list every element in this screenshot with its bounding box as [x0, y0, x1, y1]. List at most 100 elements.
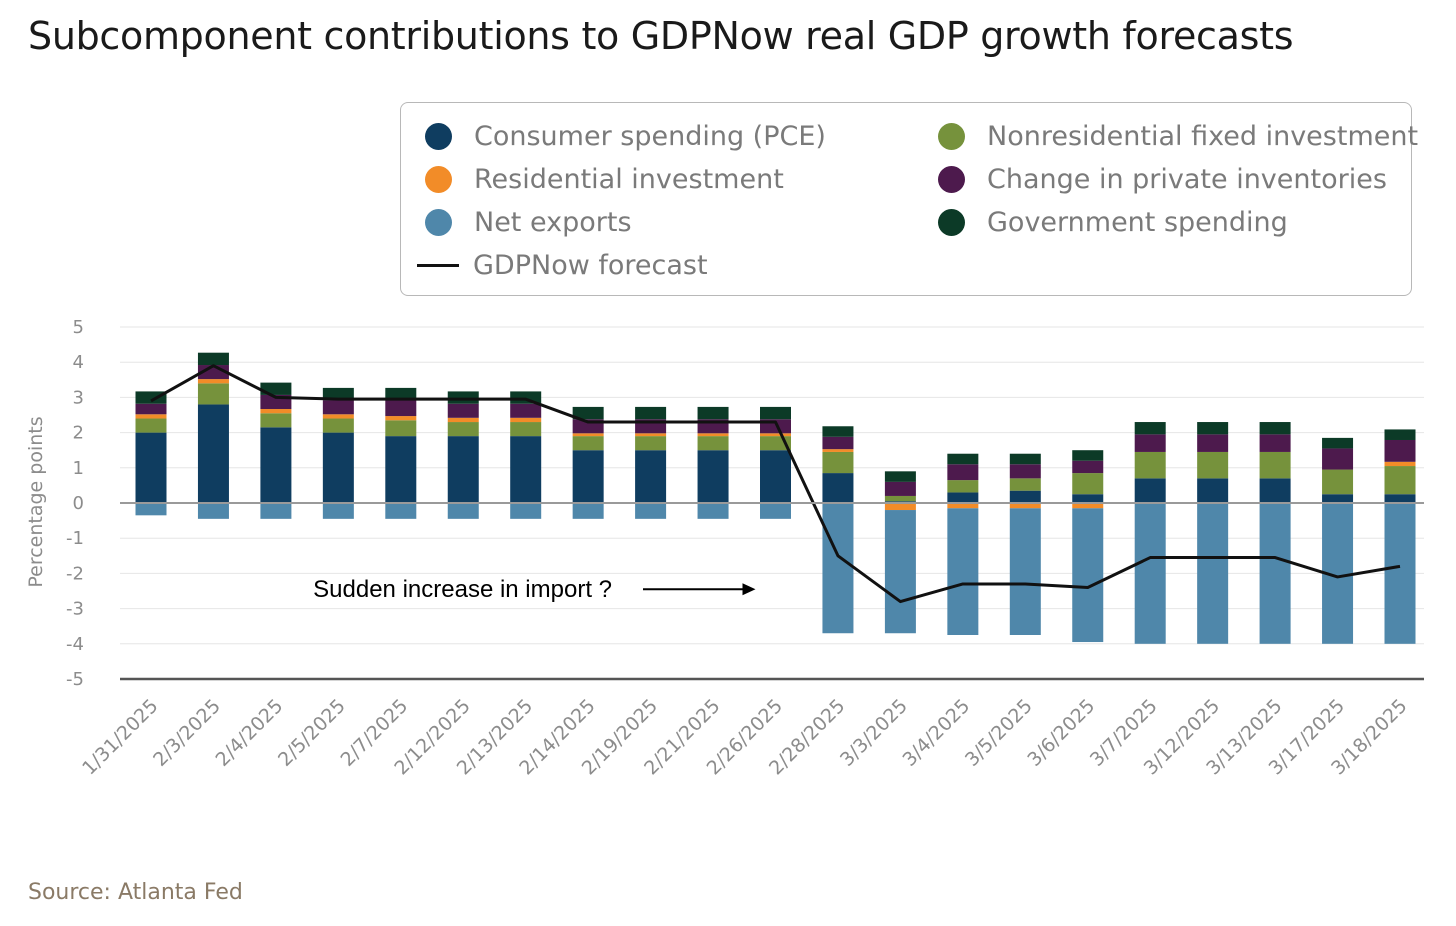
bar-segment-consumer-spending-pce: [510, 436, 542, 503]
bar-segment-government-spending: [884, 471, 916, 482]
bar-segment-government-spending: [1322, 437, 1354, 449]
bar-segment-residential-investment: [1384, 461, 1416, 467]
y-tick-labels: 5 4 3 2 1 0 -1 -2 -3 -4 -5: [66, 317, 84, 690]
bar-segment-nonresidential-fixed-investment: [322, 418, 354, 433]
legend-item-gdpnow: GDPNow forecast: [417, 250, 708, 281]
bar-segment-net-exports: [947, 508, 979, 635]
bar-segment-residential-investment: [947, 503, 979, 509]
bar-segment-net-exports: [260, 503, 292, 519]
bar-segment-government-spending: [135, 391, 167, 404]
bar-segment-consumer-spending-pce: [760, 450, 791, 503]
bar-segment-nonresidential-fixed-investment: [697, 436, 729, 451]
bar-segment-government-spending: [1259, 422, 1291, 435]
bar-segment-change-in-private-inventories: [1384, 439, 1416, 462]
gdpnow-forecast-line: [150, 364, 1401, 604]
bar-segment-change-in-private-inventories: [1072, 460, 1104, 474]
legend-label: Change in private inventories: [987, 164, 1387, 195]
y-tick-label: -4: [66, 634, 84, 655]
bar-segment-consumer-spending-pce: [447, 436, 479, 503]
bar-segment-government-spending: [947, 453, 979, 465]
y-tick-label: 5: [73, 317, 84, 338]
bar-segment-nonresidential-fixed-investment: [1072, 473, 1104, 495]
bar-segment-nonresidential-fixed-investment: [947, 480, 979, 493]
bar-segment-consumer-spending-pce: [1009, 490, 1041, 503]
bar-segment-residential-investment: [572, 433, 604, 437]
bar-segment-nonresidential-fixed-investment: [1197, 451, 1229, 479]
bar-segment-nonresidential-fixed-investment: [822, 451, 854, 474]
bar-segment-change-in-private-inventories: [322, 400, 354, 415]
bar-segment-nonresidential-fixed-investment: [385, 420, 417, 437]
bar-segment-nonresidential-fixed-investment: [635, 436, 667, 451]
chart-plot-area: 5 4 3 2 1 0 -1 -2 -3 -4 -5 1/31/20252/3/20252/4/20…: [25, 317, 1424, 779]
legend-swatch-net-exports: [425, 209, 452, 236]
bar-segment-nonresidential-fixed-investment: [1259, 451, 1291, 479]
bar-segment-net-exports: [322, 503, 354, 519]
legend-label: Nonresidential fixed investment: [987, 121, 1419, 152]
bar-segment-residential-investment: [510, 417, 542, 423]
legend-label: GDPNow forecast: [473, 250, 708, 281]
legend-item-nonresidential: Nonresidential fixed investment: [938, 121, 1418, 152]
bar-segment-change-in-private-inventories: [1322, 448, 1354, 470]
bar-segment-net-exports: [385, 503, 417, 519]
bar-segment-change-in-private-inventories: [1009, 464, 1041, 479]
x-tick-label: 3/5/2025: [961, 695, 1037, 771]
legend-label: Government spending: [987, 207, 1288, 238]
bar-segment-consumer-spending-pce: [1322, 494, 1354, 503]
bar-segment-consumer-spending-pce: [697, 450, 729, 503]
bar-segment-net-exports: [1009, 508, 1041, 635]
y-tick-label: -3: [66, 599, 84, 620]
bar-segment-nonresidential-fixed-investment: [1009, 478, 1041, 491]
bar-segment-change-in-private-inventories: [947, 464, 979, 481]
bar-segment-government-spending: [385, 387, 417, 401]
bar-segment-consumer-spending-pce: [822, 473, 854, 503]
legend-swatch-residential: [425, 166, 452, 193]
y-tick-label: 0: [73, 493, 84, 514]
bar-segment-government-spending: [1197, 422, 1229, 435]
bar-segment-nonresidential-fixed-investment: [197, 383, 229, 405]
x-tick-label: 3/6/2025: [1023, 695, 1099, 771]
bar-segment-residential-investment: [260, 409, 292, 414]
bar-segment-nonresidential-fixed-investment: [572, 436, 604, 451]
bar-segment-consumer-spending-pce: [1134, 478, 1166, 503]
bar-segment-residential-investment: [822, 449, 854, 452]
bar-segment-residential-investment: [635, 433, 667, 437]
bar-segment-change-in-private-inventories: [1259, 434, 1291, 452]
bar-segment-residential-investment: [447, 417, 479, 423]
y-tick-label: 3: [73, 387, 84, 408]
bar-segment-nonresidential-fixed-investment: [447, 422, 479, 437]
x-tick-label: 2/4/2025: [212, 695, 288, 771]
bar-segment-government-spending: [635, 406, 667, 420]
bar-segment-change-in-private-inventories: [510, 403, 542, 418]
bar-segment-change-in-private-inventories: [385, 400, 417, 417]
bar-segment-government-spending: [1134, 422, 1166, 435]
bar-segment-nonresidential-fixed-investment: [510, 422, 542, 437]
bar-segment-residential-investment: [322, 414, 354, 419]
bar-segment-consumer-spending-pce: [385, 436, 417, 503]
bar-segment-government-spending: [760, 406, 791, 420]
bar-segment-net-exports: [135, 503, 167, 516]
bar-segment-net-exports: [884, 510, 916, 634]
legend-swatch-pce: [425, 123, 452, 150]
bar-segment-residential-investment: [385, 416, 417, 421]
bar-segment-net-exports: [1259, 503, 1291, 644]
y-tick-label: 1: [73, 458, 84, 479]
bar-segment-change-in-private-inventories: [135, 403, 167, 415]
bar-series: [135, 352, 1416, 644]
bar-segment-consumer-spending-pce: [1384, 494, 1416, 503]
axes: [120, 502, 1424, 681]
bar-segment-net-exports: [635, 503, 667, 519]
y-tick-label: -1: [66, 528, 84, 549]
y-axis-label: Percentage points: [25, 416, 47, 587]
bar-segment-government-spending: [1009, 453, 1041, 465]
legend-item-government: Government spending: [938, 207, 1288, 238]
bar-segment-change-in-private-inventories: [822, 436, 854, 450]
bar-segment-nonresidential-fixed-investment: [135, 418, 167, 433]
bar-segment-government-spending: [1384, 429, 1416, 440]
bar-segment-consumer-spending-pce: [197, 404, 229, 503]
x-tick-label: 1/31/2025: [78, 695, 162, 779]
bar-segment-consumer-spending-pce: [135, 432, 167, 503]
bar-segment-residential-investment: [760, 433, 791, 437]
bar-segment-change-in-private-inventories: [1197, 434, 1229, 452]
bar-segment-change-in-private-inventories: [1134, 434, 1166, 452]
bar-segment-consumer-spending-pce: [1259, 478, 1291, 503]
